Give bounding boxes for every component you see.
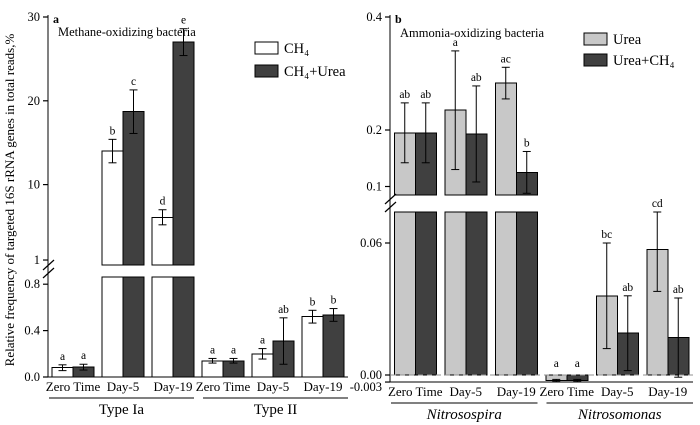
bar-segment [393, 211, 416, 376]
sig-letter: a [453, 37, 458, 49]
x-tick-label: Day-5 [601, 384, 634, 399]
sig-letter: ab [673, 284, 684, 296]
bar-segment [322, 314, 345, 378]
y-tick-label: 0.00 [360, 368, 382, 382]
y-tick-label: -0.003 [350, 380, 382, 394]
sig-letter: ab [420, 89, 431, 101]
panel-title: Methane-oxidizing bacteria [58, 25, 196, 39]
sig-letter: ab [471, 72, 482, 84]
bar-segment [494, 82, 517, 196]
bar-segment [444, 211, 467, 376]
legend-label: CH₄+Urea [284, 64, 346, 80]
y-tick-label: 0.1 [366, 180, 382, 194]
sig-letter: ab [622, 282, 633, 294]
legend-swatch [254, 64, 279, 78]
sig-letter: ac [501, 53, 511, 65]
y-tick-label: 1 [34, 253, 40, 267]
sig-letter: ab [399, 89, 410, 101]
legend-label: Urea+CH₄ [613, 53, 675, 69]
bar-segment [172, 276, 195, 378]
y-tick-label: 0.8 [24, 277, 40, 291]
sig-letter: ab [278, 304, 289, 316]
sig-letter: b [110, 125, 116, 137]
group-label: Type II [254, 402, 298, 418]
legend-label: CH₄ [284, 41, 309, 57]
y-tick-label: 0.4 [366, 10, 382, 24]
y-tick-label: 30 [28, 10, 41, 24]
sig-letter: a [210, 344, 215, 356]
sig-letter: e [181, 15, 186, 27]
sig-letter: bc [601, 229, 612, 241]
group-label: Nitrosomonas [577, 407, 662, 423]
bar-segment [101, 150, 124, 266]
x-tick-label: Day-19 [154, 379, 193, 394]
y-tick-label: 0.0 [24, 370, 40, 384]
y-tick-label: 0.06 [360, 236, 382, 250]
x-tick-label: Zero Time [388, 384, 443, 399]
axis-break-mark [42, 267, 55, 279]
sig-letter: b [310, 296, 316, 308]
bar-segment [494, 211, 517, 376]
bar-segment [151, 276, 174, 378]
sig-letter: a [81, 350, 86, 362]
bar-segment [122, 276, 145, 378]
bar-segment [515, 211, 538, 376]
bar-segment [172, 41, 195, 266]
legend-swatch [583, 53, 608, 67]
x-tick-label: Day-19 [304, 379, 343, 394]
group-label: Type Ia [99, 402, 145, 418]
x-tick-label: Zero Time [196, 379, 251, 394]
bar-segment [465, 211, 488, 376]
sig-letter: a [260, 335, 265, 347]
sig-letter: a [60, 351, 65, 363]
legend-label: Urea [613, 32, 642, 48]
sig-letter: b [524, 137, 530, 149]
y-tick-label: 0.4 [24, 324, 40, 338]
x-tick-label: Day-5 [107, 379, 140, 394]
bar-segment [301, 316, 324, 378]
axis-break-mark [384, 201, 397, 213]
bar-segment [414, 211, 437, 376]
bar-segment [101, 276, 124, 378]
sig-letter: d [160, 196, 166, 208]
panel-label: a [53, 12, 59, 26]
x-tick-label: Day-5 [450, 384, 483, 399]
axis-break-mark [384, 193, 397, 205]
bar-segment [122, 111, 145, 266]
y-tick-label: 20 [28, 94, 41, 108]
x-tick-label: Day-19 [648, 384, 687, 399]
y-tick-label: 10 [28, 178, 41, 192]
panel-title: Ammonia-oxidizing bacteria [400, 26, 545, 40]
group-label: Nitrosospira [426, 407, 502, 423]
x-tick-label: Zero Time [539, 384, 594, 399]
sig-letter: a [554, 358, 559, 370]
y-tick-label: 0.2 [366, 123, 382, 137]
axis-break-mark [42, 259, 55, 271]
sig-letter: b [331, 295, 337, 307]
sig-letter: c [131, 76, 136, 88]
sig-letter: a [231, 344, 236, 356]
x-tick-label: Day-19 [497, 384, 536, 399]
x-tick-label: Day-5 [257, 379, 290, 394]
sig-letter: a [575, 358, 580, 370]
legend-swatch [254, 41, 279, 55]
legend-swatch [583, 32, 608, 46]
sig-letter: cd [652, 198, 663, 210]
panel-label: b [395, 12, 402, 26]
x-tick-label: Zero Time [46, 379, 101, 394]
